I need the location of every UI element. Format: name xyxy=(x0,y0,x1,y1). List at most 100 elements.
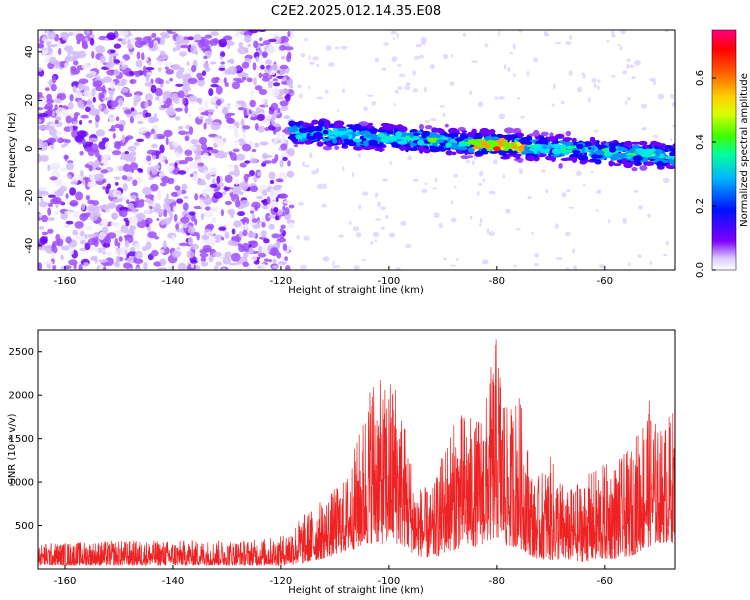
heatmap-noise-blob xyxy=(133,99,138,107)
heatmap-noise-blob xyxy=(233,220,242,228)
heatmap-noise-blob xyxy=(167,217,173,222)
x-tick-label: -80 xyxy=(489,576,505,587)
heatmap-noise-blob xyxy=(251,148,257,153)
heatmap-noise-blob xyxy=(199,199,204,209)
heatmap-noise-blob xyxy=(145,74,150,82)
heatmap-signal-blob xyxy=(630,141,642,145)
heatmap-noise-blob xyxy=(215,239,221,243)
heatmap-faint-blob xyxy=(484,43,489,48)
heatmap-noise-blob xyxy=(203,122,207,130)
heatmap-noise-blob xyxy=(98,105,103,111)
heatmap-faint-blob xyxy=(590,171,594,174)
heatmap-noise-blob xyxy=(250,116,258,121)
heatmap-noise-blob xyxy=(69,187,77,196)
heatmap-noise-blob xyxy=(159,32,170,37)
heatmap-noise-blob xyxy=(226,125,236,129)
heatmap-faint-blob xyxy=(554,41,562,45)
heatmap-noise-blob xyxy=(194,150,202,156)
heatmap-noise-blob xyxy=(64,154,68,162)
heatmap-noise-blob xyxy=(123,109,132,115)
heatmap-faint-blob xyxy=(352,226,360,232)
snr-x-axis-label: Height of straight line (km) xyxy=(288,585,424,596)
heatmap-noise-blob xyxy=(126,199,130,205)
heatmap-signal-blob xyxy=(552,140,560,145)
heatmap-signal-blob xyxy=(375,147,382,151)
heatmap-noise-blob xyxy=(56,39,61,47)
colorbar-tick-label: 0.2 xyxy=(695,198,706,214)
heatmap-noise-blob xyxy=(178,160,189,165)
heatmap-signal-blob xyxy=(337,138,343,145)
heatmap-noise-blob xyxy=(227,164,233,168)
heatmap-signal-blob xyxy=(432,142,438,147)
heatmap-faint-blob xyxy=(439,105,446,108)
heatmap-noise-blob xyxy=(174,185,181,191)
heatmap-signal-blob xyxy=(644,151,651,158)
heatmap-noise-blob xyxy=(60,254,64,260)
heatmap-signal-blob xyxy=(456,146,462,150)
heatmap-noise-blob xyxy=(284,207,290,215)
heatmap-signal-blob xyxy=(443,133,455,137)
heatmap-signal-blob xyxy=(625,140,633,147)
heatmap-noise-blob xyxy=(246,77,253,83)
heatmap-frame xyxy=(37,29,676,271)
heatmap-noise-blob xyxy=(57,137,64,144)
heatmap-noise-blob xyxy=(235,100,246,105)
heatmap-noise-blob xyxy=(102,186,106,190)
heatmap-faint-blob xyxy=(512,43,516,50)
snr-series-line xyxy=(38,339,675,567)
heatmap-faint-blob xyxy=(396,32,399,39)
heatmap-faint-blob xyxy=(371,101,376,106)
heatmap-noise-blob xyxy=(77,83,84,90)
heatmap-noise-blob xyxy=(279,193,289,199)
heatmap-signal-blob xyxy=(436,139,445,144)
heatmap-faint-blob xyxy=(626,58,631,63)
heatmap-faint-blob xyxy=(396,64,402,67)
heatmap-noise-blob xyxy=(97,247,103,253)
heatmap-signal-blob xyxy=(584,143,591,147)
heatmap-signal-blob xyxy=(479,127,490,135)
heatmap-signal-blob xyxy=(608,160,614,167)
heatmap-faint-blob xyxy=(412,88,418,93)
heatmap-noise-blob xyxy=(63,45,74,52)
heatmap-noise-blob xyxy=(109,100,119,108)
heatmap-noise-blob xyxy=(39,213,43,218)
heatmap-noise-blob xyxy=(113,143,120,149)
heatmap-noise-blob xyxy=(247,43,251,48)
heatmap-signal-blob xyxy=(609,146,617,153)
heatmap-faint-blob xyxy=(581,72,584,75)
heatmap-noise-blob xyxy=(114,182,119,186)
heatmap-faint-blob xyxy=(327,62,335,67)
heatmap-noise-blob xyxy=(175,83,184,87)
heatmap-noise-blob xyxy=(38,67,43,72)
heatmap-noise-blob xyxy=(199,116,204,120)
heatmap-noise-blob xyxy=(144,81,153,87)
heatmap-faint-blob xyxy=(380,206,387,210)
heatmap-signal-blob xyxy=(292,141,304,145)
heatmap-signal-blob xyxy=(520,145,525,149)
heatmap-faint-blob xyxy=(472,160,475,166)
heatmap-noise-blob xyxy=(198,97,203,105)
heatmap-faint-blob xyxy=(450,200,454,205)
heatmap-noise-blob xyxy=(259,188,263,197)
heatmap-signal-blob xyxy=(361,137,367,141)
heatmap-noise-blob xyxy=(248,109,252,115)
heatmap-noise-blob xyxy=(269,201,279,209)
heatmap-signal-blob xyxy=(551,148,562,155)
heatmap-signal-blob xyxy=(298,127,308,134)
heatmap-faint-blob xyxy=(324,89,329,94)
heatmap-noise-blob xyxy=(266,196,271,205)
colorbar-gradient xyxy=(712,30,736,270)
heatmap-noise-blob xyxy=(167,177,175,185)
heatmap-noise-blob xyxy=(112,198,120,204)
heatmap-noise-blob xyxy=(240,218,248,223)
heatmap-noise-blob xyxy=(287,148,295,157)
heatmap-noise-blob xyxy=(273,36,282,45)
heatmap-noise-blob xyxy=(112,133,116,139)
heatmap-noise-blob xyxy=(178,242,189,247)
heatmap-noise-blob xyxy=(98,140,108,150)
heatmap-noise-blob xyxy=(204,201,209,206)
heatmap-faint-blob xyxy=(531,231,534,236)
heatmap-noise-blob xyxy=(204,117,213,125)
heatmap-noise-blob xyxy=(238,42,244,48)
heatmap-noise-blob xyxy=(65,236,72,244)
